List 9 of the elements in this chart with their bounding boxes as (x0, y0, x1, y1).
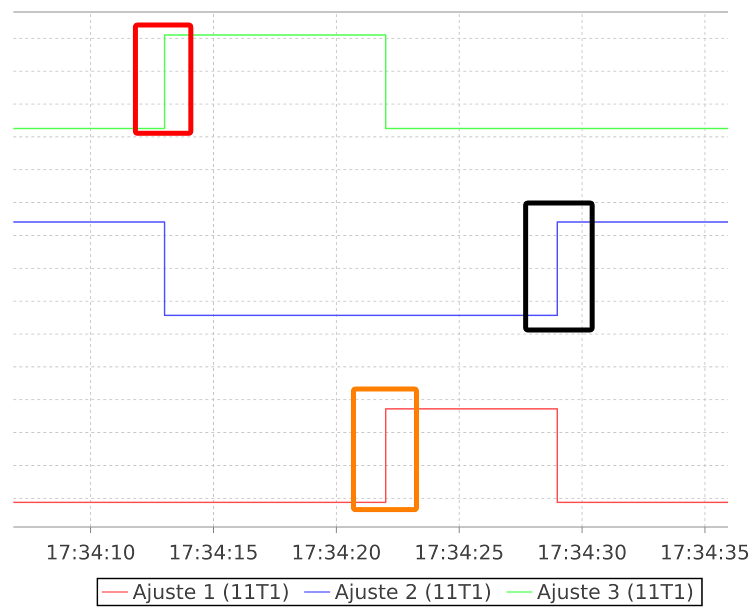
x-tick-label: 17:34:35 (662, 544, 748, 560)
x-tick-label: 17:34:15 (170, 544, 257, 560)
legend-label: Ajuste 2 (11T1) (334, 583, 490, 604)
x-tick-label: 17:34:30 (539, 544, 626, 560)
legend-label: Ajuste 3 (11T1) (537, 583, 692, 604)
legend-label: Ajuste 1 (11T1) (132, 583, 288, 604)
x-tick-label: 17:34:25 (416, 544, 502, 560)
x-tick-label: 17:34:20 (294, 544, 380, 560)
x-tick-label: 17:34:10 (48, 544, 134, 560)
